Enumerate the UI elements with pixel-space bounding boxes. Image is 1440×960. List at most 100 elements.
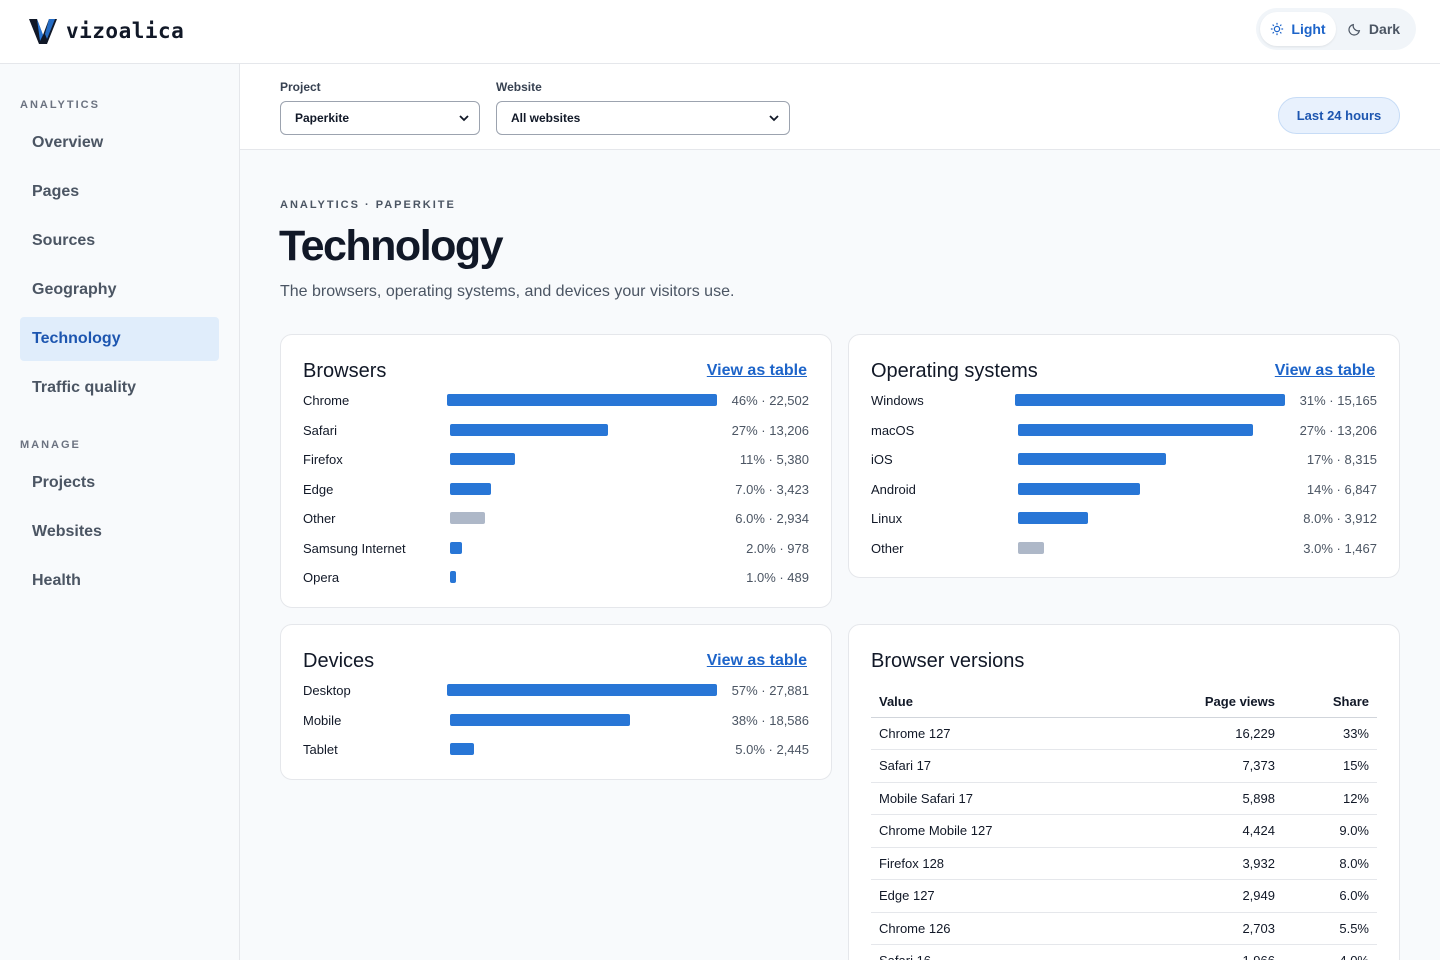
table-row: Firefox 128 3,932 8.0%: [871, 847, 1377, 880]
view-as-table-link[interactable]: View as table: [706, 652, 807, 669]
table-header-row: Value Page views Share: [871, 687, 1377, 718]
bar-value: 27% · 13,206: [1299, 422, 1377, 438]
page-subtitle: The browsers, operating systems, and dev…: [280, 283, 735, 300]
dark-theme-label: Dark: [1368, 21, 1401, 37]
share-cell: 15%: [1283, 749, 1377, 783]
bar-fill: [1018, 482, 1140, 495]
bar-value: 3.0% · 1,467: [1303, 540, 1377, 556]
bar-row: Firefox 11% · 5,380: [303, 449, 809, 469]
share-cell: 6.0%: [1283, 879, 1377, 913]
page-views-cell: 1,966: [1118, 944, 1283, 960]
page-views-cell: 2,703: [1118, 912, 1283, 945]
bar-row: Mobile 38% · 18,586: [303, 710, 809, 730]
share-cell: 5.5%: [1283, 912, 1377, 945]
time-range-button[interactable]: Last 24 hours: [1278, 97, 1400, 134]
sidebar-item-overview[interactable]: Overview: [32, 134, 104, 151]
browser-versions-card: Browser versions Value Page views Share …: [848, 624, 1400, 960]
dark-theme-button[interactable]: Dark: [1336, 12, 1412, 46]
bar-fill: [450, 541, 462, 554]
operating-systems-card: Operating systems View as table Windows 3…: [848, 334, 1400, 578]
bar-fill: [447, 394, 717, 406]
brand-logo[interactable]: vizoalica: [28, 17, 184, 45]
table-row: Safari 161,9664.0%: [871, 944, 1377, 960]
bar-fill: [450, 423, 609, 436]
column-header-share[interactable]: Share: [1283, 687, 1377, 718]
nav-section-manage: MANAGE: [20, 439, 81, 451]
card-title: Browser versions: [871, 650, 1025, 672]
bar-label: Other: [303, 511, 336, 526]
bar-value: 6.0% · 2,934: [735, 511, 809, 526]
column-header-page-views[interactable]: Page views: [1118, 687, 1283, 718]
project-select-value: Paperkite: [295, 111, 350, 125]
sidebar-item-pages[interactable]: Pages: [32, 183, 80, 200]
bar-label: Desktop: [303, 683, 351, 698]
card-title: Browsers: [303, 360, 387, 382]
table-row: Mobile Safari 17 5,898 12%: [871, 782, 1377, 815]
view-as-table-link[interactable]: View as table: [706, 362, 807, 379]
website-select[interactable]: All websites: [496, 101, 790, 135]
bar-fill: [450, 453, 515, 465]
bar-track: [1015, 541, 1285, 554]
column-header-value[interactable]: Value: [871, 687, 1119, 718]
card-title: Operating systems: [871, 360, 1038, 382]
sidebar-item-sources[interactable]: Sources: [32, 232, 96, 249]
bar-label: Chrome: [303, 393, 350, 408]
bar-label: Mobile: [303, 712, 342, 728]
project-select[interactable]: Paperkite: [280, 101, 480, 135]
share-cell: 12%: [1283, 782, 1377, 815]
table-row: Edge 127 2,949 6.0%: [871, 879, 1377, 913]
filter-bar: Project Paperkite Website All websites L…: [240, 64, 1440, 150]
share-cell: 4.0%: [1283, 944, 1377, 960]
bar-row: Desktop 57% · 27,881: [303, 680, 809, 700]
bar-label: Edge: [303, 481, 334, 497]
bar-value: 57% · 27,881: [731, 683, 809, 698]
bar-label: Opera: [303, 570, 340, 585]
bar-value: 14% · 6,847: [1306, 481, 1377, 497]
bar-row: Opera 1.0% · 489: [303, 567, 809, 587]
light-theme-button[interactable]: Light: [1260, 12, 1336, 46]
theme-toggle: Light Dark: [1256, 8, 1416, 50]
sun-icon: [1271, 22, 1284, 36]
browsers-card: Browsers View as table Chrome 46% · 22,50…: [280, 334, 832, 608]
view-as-table-link[interactable]: View as table: [1274, 362, 1375, 379]
bar-label: Tablet: [303, 742, 338, 757]
sidebar-item-geography[interactable]: Geography: [32, 281, 117, 298]
bar-label: Windows: [871, 393, 924, 408]
bar-fill: [450, 713, 630, 726]
sidebar: ANALYTICS Overview Pages Sources Geograp…: [0, 64, 240, 960]
version-cell: Safari 17: [871, 749, 1119, 783]
website-select-value: All websites: [511, 111, 581, 125]
bar-track: [1015, 394, 1285, 406]
version-cell: Chrome Mobile 127: [871, 814, 1119, 848]
bar-fill: [1015, 394, 1285, 406]
sidebar-item-health[interactable]: Health: [32, 572, 81, 589]
browser-versions-table: Value Page views Share Chrome 127 16,229 3…: [871, 687, 1377, 960]
sidebar-item-websites[interactable]: Websites: [32, 523, 102, 540]
bar-track: [447, 423, 717, 436]
bar-track: [447, 743, 717, 755]
bar-label: Firefox: [303, 452, 343, 467]
bar-row: Linux 8.0% · 3,912: [871, 508, 1377, 528]
moon-icon: [1348, 23, 1361, 36]
bar-track: [447, 684, 717, 696]
sidebar-item-technology[interactable]: Technology: [20, 317, 219, 361]
bar-value: 8.0% · 3,912: [1303, 511, 1377, 526]
bar-row: Tablet 5.0% · 2,445: [303, 739, 809, 759]
sidebar-item-projects[interactable]: Projects: [32, 474, 96, 491]
bar-value: 27% · 13,206: [731, 422, 809, 438]
nav-section-analytics: ANALYTICS: [20, 99, 100, 111]
bar-value: 11% · 5,380: [739, 452, 809, 467]
sidebar-item-traffic-quality[interactable]: Traffic quality: [32, 379, 137, 396]
page-views-cell: 5,898: [1118, 782, 1283, 815]
bar-fill: [1018, 541, 1045, 554]
website-label: Website: [496, 80, 542, 94]
bar-row: Other 6.0% · 2,934: [303, 508, 809, 528]
light-theme-label: Light: [1291, 21, 1326, 37]
page-views-cell: 16,229: [1118, 717, 1283, 750]
bar-value: 38% · 18,586: [731, 712, 809, 728]
bar-fill: [450, 743, 474, 755]
bar-track: [1015, 423, 1285, 436]
bar-value: 1.0% · 489: [746, 570, 809, 585]
bar-track: [1015, 482, 1285, 495]
bar-value: 46% · 22,502: [731, 393, 809, 408]
